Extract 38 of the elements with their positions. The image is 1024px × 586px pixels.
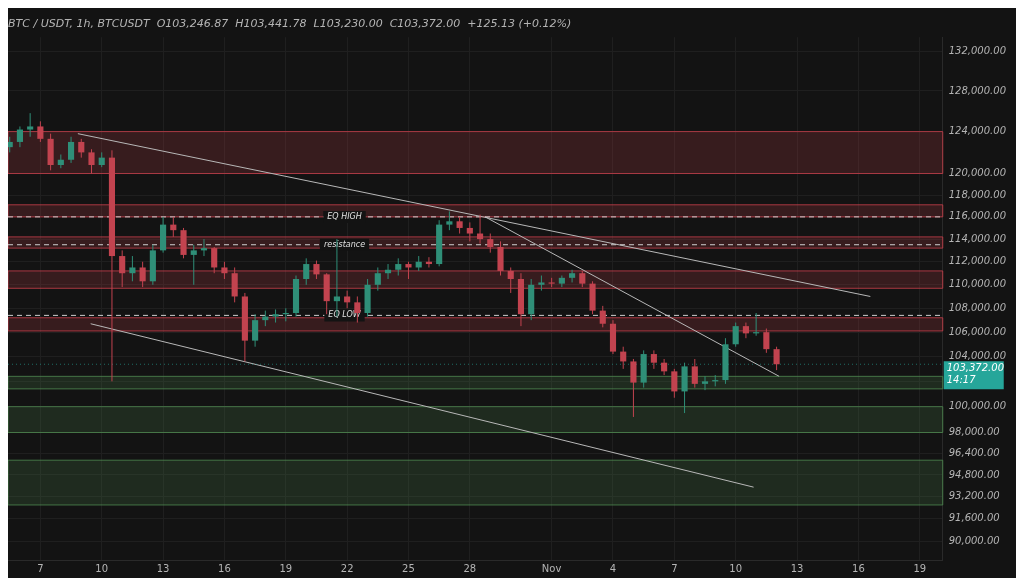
y-tick-label: 100,000.00 — [948, 400, 1007, 412]
y-tick-label: 120,000.00 — [948, 167, 1007, 179]
x-tick-label: 16 — [218, 562, 231, 574]
y-tick-label: 104,000.00 — [948, 350, 1007, 362]
y-tick-label: 94,800.00 — [948, 468, 1000, 480]
x-tick-label: 7 — [671, 562, 678, 574]
chart-title: BTC / USDT, 1h, BTCUSDT O103,246.87 H103,441.78 L103,230.00 C103,372.00 +125.13 (+0.12%) — [8, 17, 572, 31]
x-tick-label: 10 — [95, 562, 109, 574]
x-tick-label: 4 — [609, 562, 617, 574]
x-tick-label: 16 — [852, 562, 865, 574]
x-tick-label: 13 — [790, 562, 804, 574]
x-tick-label: 19 — [913, 562, 927, 574]
x-tick-label: Nov — [541, 562, 562, 574]
y-tick-label: 118,000.00 — [948, 188, 1007, 200]
ref-line-label: resistance — [323, 239, 366, 249]
y-tick-label: 96,400.00 — [948, 447, 1000, 459]
y-tick-label: 116,000.00 — [948, 210, 1007, 222]
x-tick-label: 28 — [463, 562, 477, 574]
ref-line-label: EQ HIGH — [327, 211, 362, 221]
y-tick-label: 132,000.00 — [948, 45, 1007, 57]
x-tick-label: 13 — [156, 562, 170, 574]
y-tick-label: 112,000.00 — [948, 255, 1007, 267]
y-tick-label: 114,000.00 — [948, 232, 1007, 244]
y-tick-label: 106,000.00 — [948, 325, 1007, 337]
x-tick-label: 19 — [279, 562, 293, 574]
y-tick-label: 124,000.00 — [948, 125, 1007, 137]
y-tick-label: 108,000.00 — [948, 301, 1007, 313]
y-tick-label: 93,200.00 — [948, 490, 1000, 502]
x-tick-label: 22 — [340, 562, 354, 574]
y-tick-label: 110,000.00 — [948, 278, 1007, 290]
y-tick-label: 90,000.00 — [948, 534, 1000, 546]
ref-line-label: 103,372.00 14:17 — [946, 361, 1005, 385]
y-tick-label: 98,000.00 — [948, 426, 1000, 438]
x-tick-label: 7 — [37, 562, 44, 574]
y-tick-label: 128,000.00 — [948, 84, 1007, 96]
x-tick-label: 25 — [402, 562, 415, 574]
x-tick-label: 10 — [729, 562, 743, 574]
y-tick-label: 91,600.00 — [948, 512, 1000, 524]
